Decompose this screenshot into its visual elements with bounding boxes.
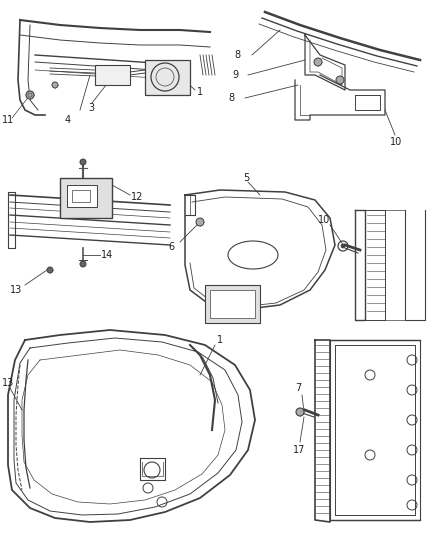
Circle shape	[336, 76, 344, 84]
Text: 11: 11	[2, 115, 14, 125]
Text: 1: 1	[197, 87, 203, 97]
Text: 1: 1	[217, 335, 223, 345]
Bar	[67, 185, 97, 207]
Circle shape	[26, 91, 34, 99]
Text: 4: 4	[65, 115, 71, 125]
Text: 13: 13	[2, 378, 14, 388]
Circle shape	[296, 408, 304, 416]
Circle shape	[341, 244, 345, 248]
Text: 7: 7	[295, 383, 301, 393]
Text: 14: 14	[101, 250, 113, 260]
Text: 10: 10	[318, 215, 330, 225]
Text: 12: 12	[131, 192, 143, 202]
Bar	[205, 285, 260, 323]
Bar	[60, 178, 112, 218]
Text: 3: 3	[88, 103, 94, 113]
Circle shape	[80, 159, 86, 165]
Text: 17: 17	[293, 445, 305, 455]
Circle shape	[47, 267, 53, 273]
Text: 8: 8	[234, 50, 240, 60]
Circle shape	[52, 82, 58, 88]
Bar	[145, 60, 190, 95]
Bar	[210, 290, 255, 318]
Text: 5: 5	[243, 173, 249, 183]
Circle shape	[196, 218, 204, 226]
Text: 10: 10	[390, 137, 402, 147]
Circle shape	[80, 261, 86, 267]
Bar	[95, 65, 130, 85]
Text: 9: 9	[232, 70, 238, 80]
Text: 6: 6	[168, 242, 174, 252]
Circle shape	[314, 58, 322, 66]
Text: 8: 8	[228, 93, 234, 103]
Text: 13: 13	[10, 285, 22, 295]
Bar	[72, 190, 90, 202]
